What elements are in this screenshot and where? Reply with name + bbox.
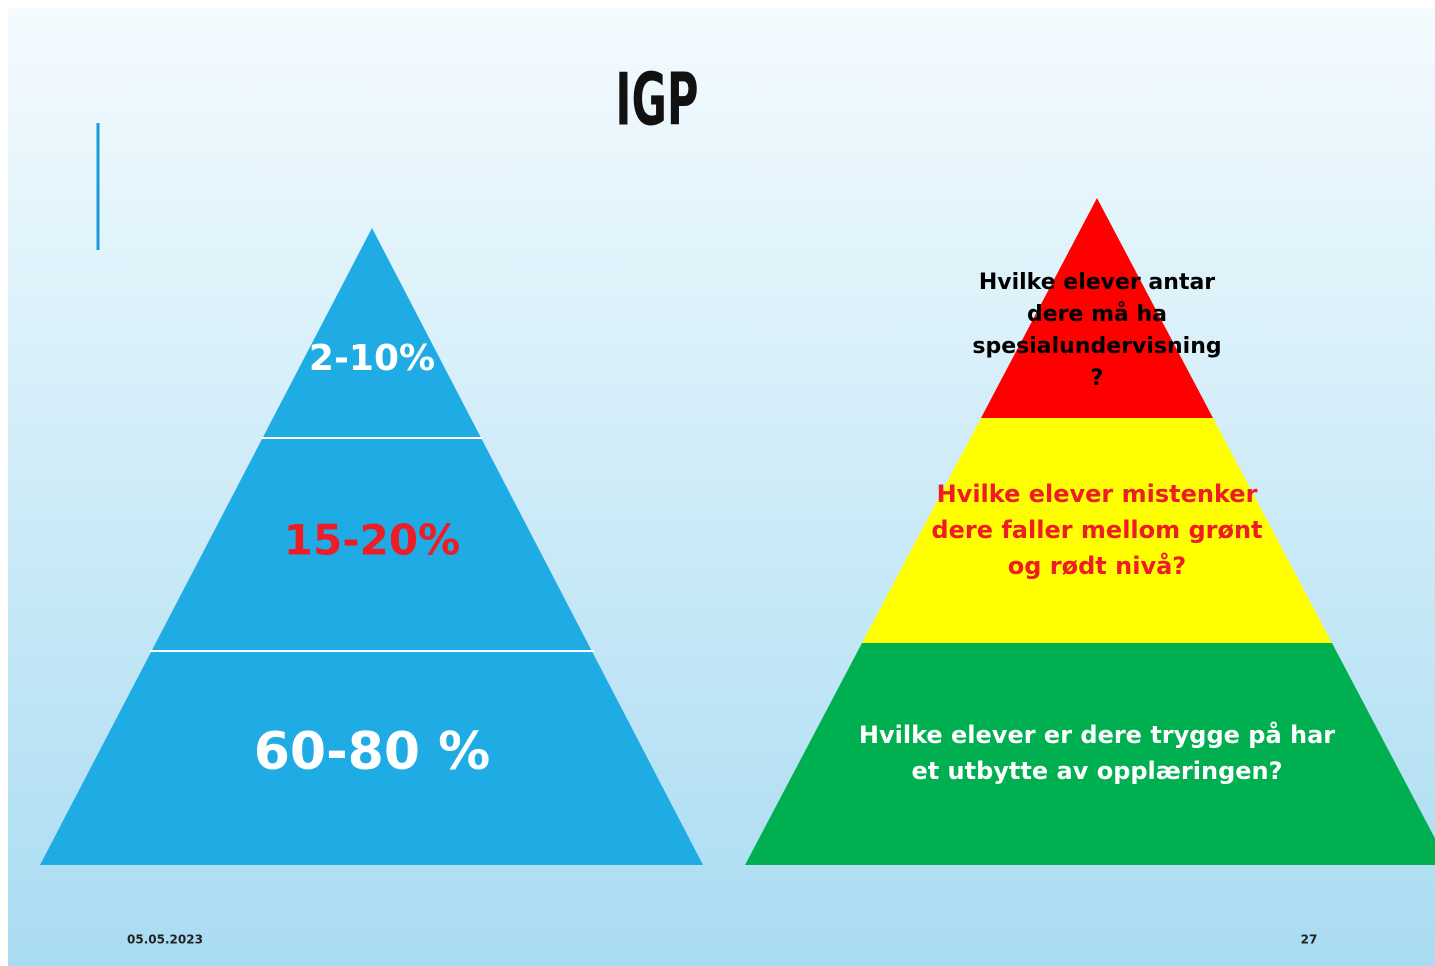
pyramid-top xyxy=(981,198,1213,418)
level-text: dere må ha xyxy=(1027,301,1167,327)
level-label: 15-20% xyxy=(284,516,460,565)
pyramid-bottom xyxy=(745,643,1435,865)
level-text: Hvilke elever er dere trygge på har xyxy=(859,720,1335,749)
level-text: dere faller mellom grønt xyxy=(931,516,1262,544)
level-label: 2-10% xyxy=(309,338,435,379)
pyramid-left xyxy=(40,228,703,865)
level-text: et utbytte av opplæringen? xyxy=(911,757,1282,785)
level-text: Hvilke elever mistenker xyxy=(937,480,1258,508)
level-text: Hvilke elever antar xyxy=(979,270,1215,295)
footer-date: 05.05.2023 xyxy=(127,933,203,947)
level-text: og rødt nivå? xyxy=(1008,551,1186,580)
pyramid-middle xyxy=(862,418,1332,643)
level-text: spesialundervisning xyxy=(972,334,1221,359)
level-text: ? xyxy=(1091,366,1104,391)
level-label: 60-80 % xyxy=(254,722,491,782)
slide-title: IGP xyxy=(615,59,698,143)
footer-page: 27 xyxy=(1301,933,1318,947)
